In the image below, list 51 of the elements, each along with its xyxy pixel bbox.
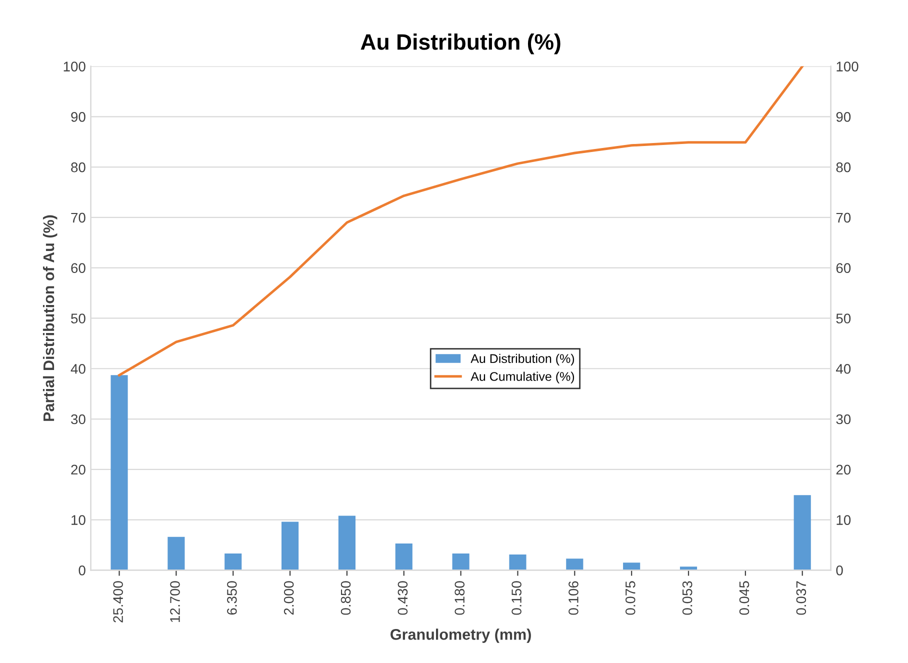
y-tick-label: 80: [71, 162, 86, 172]
legend-label: Au Cumulative (%): [470, 372, 574, 384]
x-tick-label: 2.000: [284, 581, 294, 615]
y-tick-label: 10: [72, 515, 86, 525]
y2-tick-label: 30: [836, 414, 851, 424]
bar: [566, 558, 584, 570]
chart-title: Au Distribution (%): [360, 34, 560, 54]
y2-tick-label: 80: [836, 162, 851, 172]
y-tick-label: 70: [71, 212, 86, 223]
x-tick-label: 0.106: [568, 581, 578, 615]
y-tick-label: 100: [64, 62, 86, 72]
x-tick-label: 6.350: [227, 581, 237, 615]
bar: [452, 554, 470, 570]
x-tick-label: 25.400: [113, 581, 123, 622]
x-tick-label: 0.037: [796, 581, 806, 615]
bar: [509, 554, 526, 570]
y2-tick-label: 10: [836, 515, 851, 525]
bar: [395, 543, 412, 570]
x-tick-label: 0.850: [340, 581, 351, 615]
y-tick-label: 90: [71, 112, 86, 122]
y2-tick-label: 90: [836, 112, 851, 122]
x-tick-label: 0.053: [682, 581, 692, 615]
y-tick-label: 50: [71, 314, 86, 324]
x-tick-label: 12.700: [170, 581, 180, 622]
bar: [110, 375, 128, 570]
bar: [338, 516, 356, 570]
y-tick-label: 20: [71, 464, 86, 475]
x-tick-label: 0.075: [625, 581, 636, 615]
y2-tick-label: 70: [836, 212, 851, 223]
bar: [623, 562, 640, 570]
x-tick-label: 0.150: [512, 581, 522, 615]
bar: [794, 495, 811, 570]
y2-tick-label: 100: [836, 62, 858, 72]
legend-label: Au Distribution (%): [470, 354, 574, 366]
x-tick-label: 0.430: [398, 581, 408, 615]
x-tick-label: 0.180: [454, 581, 465, 615]
y2-tick-label: 50: [836, 314, 851, 324]
y-tick-label: 30: [71, 414, 86, 424]
y2-tick-label: 20: [836, 464, 851, 475]
y2-tick-label: 0: [836, 566, 843, 576]
y-tick-label: 0: [78, 566, 86, 576]
y2-tick-label: 40: [836, 364, 851, 374]
bar: [281, 522, 299, 570]
y-tick-label: 60: [71, 263, 86, 274]
x-axis-title: Granulometry (mm): [390, 628, 531, 643]
x-tick-label: 0.045: [739, 581, 750, 615]
bar: [168, 536, 185, 570]
y2-tick-label: 60: [836, 263, 851, 274]
bar: [224, 554, 242, 570]
y-axis-title: Partial Distribution of Au (%): [42, 215, 58, 421]
y-tick-label: 40: [70, 364, 86, 374]
